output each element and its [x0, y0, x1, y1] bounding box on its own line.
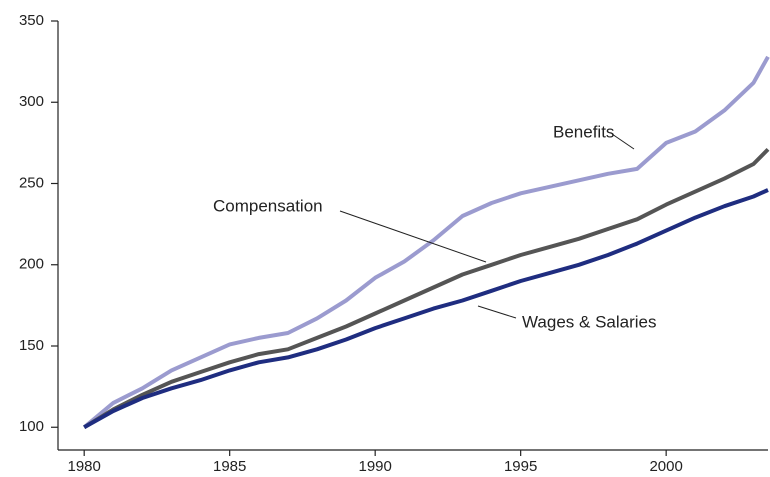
x-tick-label: 2000: [649, 458, 682, 475]
series-line: [82, 55, 770, 429]
series-line: [83, 188, 769, 430]
series-label: Compensation: [213, 196, 323, 215]
y-tick-label: 100: [19, 418, 44, 435]
series-label: Benefits: [553, 122, 614, 141]
series-label: Wages & Salaries: [522, 312, 656, 331]
x-tick-label: 1990: [358, 458, 391, 475]
y-tick-label: 250: [19, 174, 44, 191]
leader-line: [339, 210, 487, 263]
y-tick-label: 350: [19, 12, 44, 29]
x-tick-label: 1995: [504, 458, 537, 475]
y-tick-label: 150: [19, 337, 44, 354]
series-line: [83, 147, 770, 430]
leader-line: [477, 305, 517, 319]
x-tick-label: 1980: [68, 458, 101, 475]
y-tick-label: 300: [19, 93, 44, 110]
leader-line: [611, 133, 635, 150]
x-tick-label: 1985: [213, 458, 246, 475]
y-tick-label: 200: [19, 256, 44, 273]
